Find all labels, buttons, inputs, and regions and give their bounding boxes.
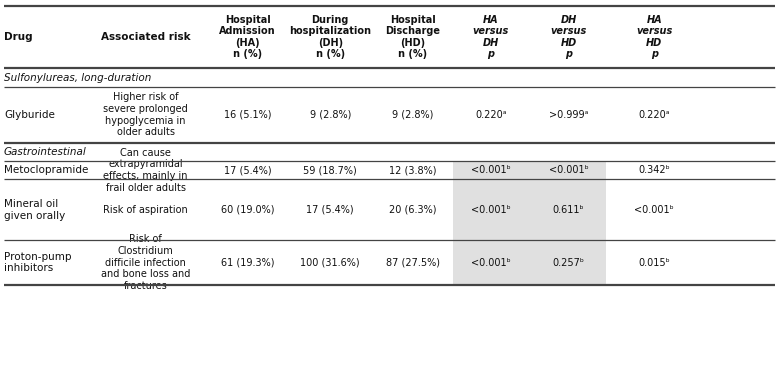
Text: Glyburide: Glyburide: [4, 110, 55, 120]
Text: 0.220ᵃ: 0.220ᵃ: [475, 110, 506, 120]
Text: Proton-pump
inhibitors: Proton-pump inhibitors: [4, 252, 72, 273]
Text: 87 (27.5%): 87 (27.5%): [386, 258, 440, 268]
Text: 9 (2.8%): 9 (2.8%): [392, 110, 434, 120]
Text: <0.001ᵇ: <0.001ᵇ: [548, 165, 589, 175]
Text: <0.001ᵇ: <0.001ᵇ: [471, 258, 511, 268]
Text: 60 (19.0%): 60 (19.0%): [221, 205, 274, 215]
Text: 9 (2.8%): 9 (2.8%): [309, 110, 351, 120]
Text: DH
versus
HD
p: DH versus HD p: [551, 15, 587, 59]
Text: 16 (5.1%): 16 (5.1%): [224, 110, 271, 120]
Text: 61 (19.3%): 61 (19.3%): [221, 258, 274, 268]
Text: Risk of
Clostridium
difficile infection
and bone loss and
fractures: Risk of Clostridium difficile infection …: [101, 234, 190, 291]
Text: 20 (6.3%): 20 (6.3%): [390, 205, 436, 215]
Bar: [453, 161, 606, 179]
Bar: [453, 179, 606, 240]
Text: Gastrointestinal: Gastrointestinal: [4, 147, 86, 157]
Text: 100 (31.6%): 100 (31.6%): [301, 258, 360, 268]
Text: HA
versus
DH
p: HA versus DH p: [473, 15, 509, 59]
Text: Sulfonylureas, long-duration: Sulfonylureas, long-duration: [4, 73, 151, 82]
Text: <0.001ᵇ: <0.001ᵇ: [471, 205, 511, 215]
Text: <0.001ᵇ: <0.001ᵇ: [471, 165, 511, 175]
Text: Hospital
Admission
(HA)
n (%): Hospital Admission (HA) n (%): [220, 15, 276, 59]
Bar: [4, 6, 775, 285]
Text: HA
versus
HD
p: HA versus HD p: [636, 15, 672, 59]
Text: 59 (18.7%): 59 (18.7%): [304, 165, 357, 175]
Text: Associated risk: Associated risk: [100, 32, 191, 42]
Text: Metoclopramide: Metoclopramide: [4, 165, 88, 175]
Text: Drug: Drug: [4, 32, 33, 42]
Text: 0.611ᵇ: 0.611ᵇ: [553, 205, 584, 215]
Bar: [453, 240, 606, 285]
Text: Higher risk of
severe prolonged
hypoglycemia in
older adults: Higher risk of severe prolonged hypoglyc…: [104, 92, 188, 137]
Text: 0.220ᵃ: 0.220ᵃ: [639, 110, 670, 120]
Text: During
hospitalization
(DH)
n (%): During hospitalization (DH) n (%): [289, 15, 372, 59]
Text: 0.342ᵇ: 0.342ᵇ: [639, 165, 670, 175]
Text: Risk of aspiration: Risk of aspiration: [104, 205, 188, 215]
Text: Mineral oil
given orally: Mineral oil given orally: [4, 199, 65, 220]
Text: Hospital
Discharge
(HD)
n (%): Hospital Discharge (HD) n (%): [386, 15, 440, 59]
Text: Can cause
extrapyramidal
effects, mainly in
frail older adults: Can cause extrapyramidal effects, mainly…: [104, 148, 188, 193]
Text: 12 (3.8%): 12 (3.8%): [390, 165, 436, 175]
Text: 17 (5.4%): 17 (5.4%): [306, 205, 354, 215]
Text: 0.015ᵇ: 0.015ᵇ: [639, 258, 670, 268]
Text: 17 (5.4%): 17 (5.4%): [224, 165, 272, 175]
Text: >0.999ᵃ: >0.999ᵃ: [549, 110, 588, 120]
Text: <0.001ᵇ: <0.001ᵇ: [634, 205, 675, 215]
Text: 0.257ᵇ: 0.257ᵇ: [552, 258, 585, 268]
